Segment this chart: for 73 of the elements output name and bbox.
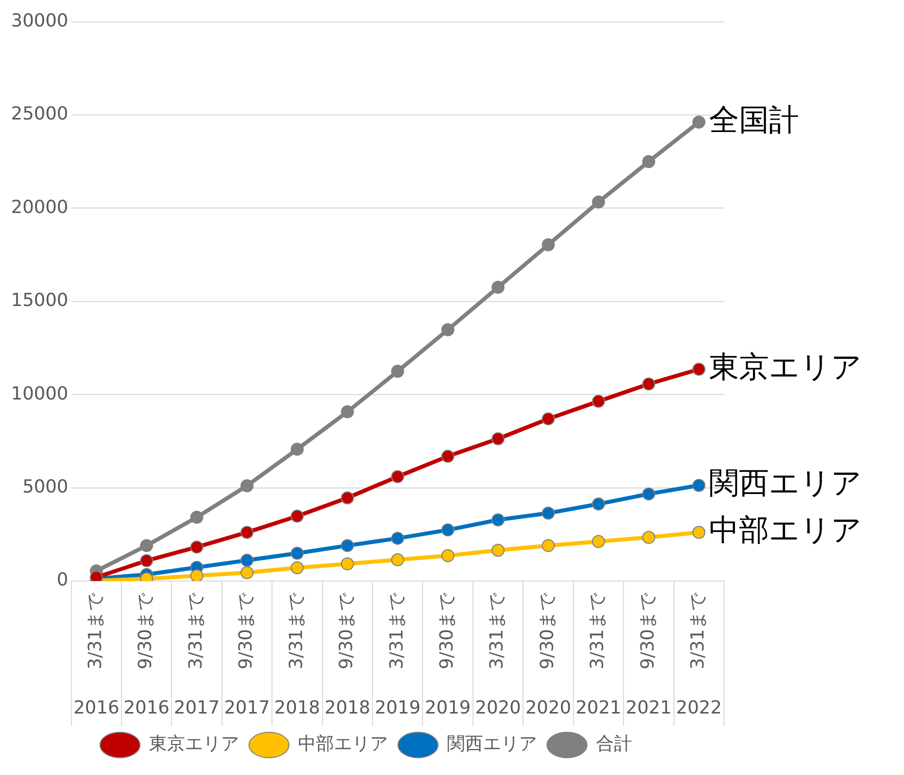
point: [542, 412, 555, 426]
category-label: 9/30まで 2017: [224, 593, 270, 719]
point: [692, 526, 706, 539]
point: [642, 155, 656, 168]
y-tick-label: 15000: [10, 290, 68, 312]
category-label: 3/31まで 2018: [274, 593, 320, 719]
point: [492, 432, 505, 446]
point: [642, 377, 656, 390]
y-tick-label: 10000: [10, 383, 68, 404]
point: [542, 238, 555, 252]
category-label: 9/30まで 2018: [324, 593, 370, 719]
point: [190, 540, 204, 554]
annotation: 関西エリア: [708, 466, 862, 502]
category-label: 3/31まで 2021: [576, 593, 622, 719]
category-label: 3/31まで 2016: [73, 593, 120, 719]
point: [391, 553, 404, 566]
legend-label: 中部エリア: [298, 734, 388, 755]
category-label: 9/30まで 2019: [424, 593, 471, 719]
point: [240, 566, 254, 580]
point: [692, 478, 706, 492]
point: [140, 539, 154, 552]
point: [441, 450, 454, 463]
point: [592, 534, 605, 548]
legend-label: 関西エリア: [447, 734, 537, 755]
annotation: 東京エリア: [708, 350, 862, 386]
point: [592, 498, 605, 511]
category-label: 9/30まで 2020: [525, 593, 572, 719]
point: [340, 405, 354, 418]
point: [240, 554, 254, 567]
point: [592, 394, 605, 408]
category-label: 9/30まで 2021: [626, 593, 672, 719]
point: [642, 530, 656, 544]
point: [140, 554, 154, 568]
point: [492, 513, 505, 526]
category-label: 3/31まで 2020: [475, 593, 521, 719]
point: [391, 364, 404, 378]
annotation: 全国計: [708, 102, 799, 138]
point: [542, 506, 555, 520]
point: [441, 549, 454, 562]
point: [240, 479, 254, 492]
point: [692, 362, 706, 376]
y-tick-label: 30000: [10, 10, 68, 32]
point: [290, 442, 304, 456]
category-label: 9/30まで 2016: [124, 593, 170, 719]
point: [492, 280, 505, 294]
point: [240, 526, 254, 539]
category-label: 3/31まで 2022: [676, 593, 722, 719]
point: [340, 557, 354, 570]
point: [190, 569, 204, 581]
y-tick-label: 0: [56, 570, 68, 591]
point: [592, 196, 605, 209]
point: [290, 510, 304, 523]
y-tick-label: 5000: [22, 476, 68, 498]
point: [642, 487, 656, 500]
legend-label: 東京エリア: [149, 734, 239, 755]
point: [441, 523, 454, 536]
category-label: 3/31まで 2019: [374, 593, 421, 719]
point: [441, 323, 454, 336]
point: [542, 539, 555, 552]
point: [340, 539, 354, 552]
point: [340, 491, 354, 504]
y-tick-label: 20000: [10, 196, 68, 218]
point: [492, 544, 505, 557]
y-tick-label: 25000: [10, 104, 68, 125]
point: [391, 470, 404, 484]
legend-label: 合計: [596, 734, 632, 755]
point: [290, 546, 304, 560]
category-label: 3/31まで 2017: [174, 593, 220, 719]
point: [190, 510, 204, 524]
point: [391, 532, 404, 545]
annotation: 中部エリア: [708, 513, 862, 548]
point: [290, 561, 304, 574]
point: [692, 116, 706, 129]
